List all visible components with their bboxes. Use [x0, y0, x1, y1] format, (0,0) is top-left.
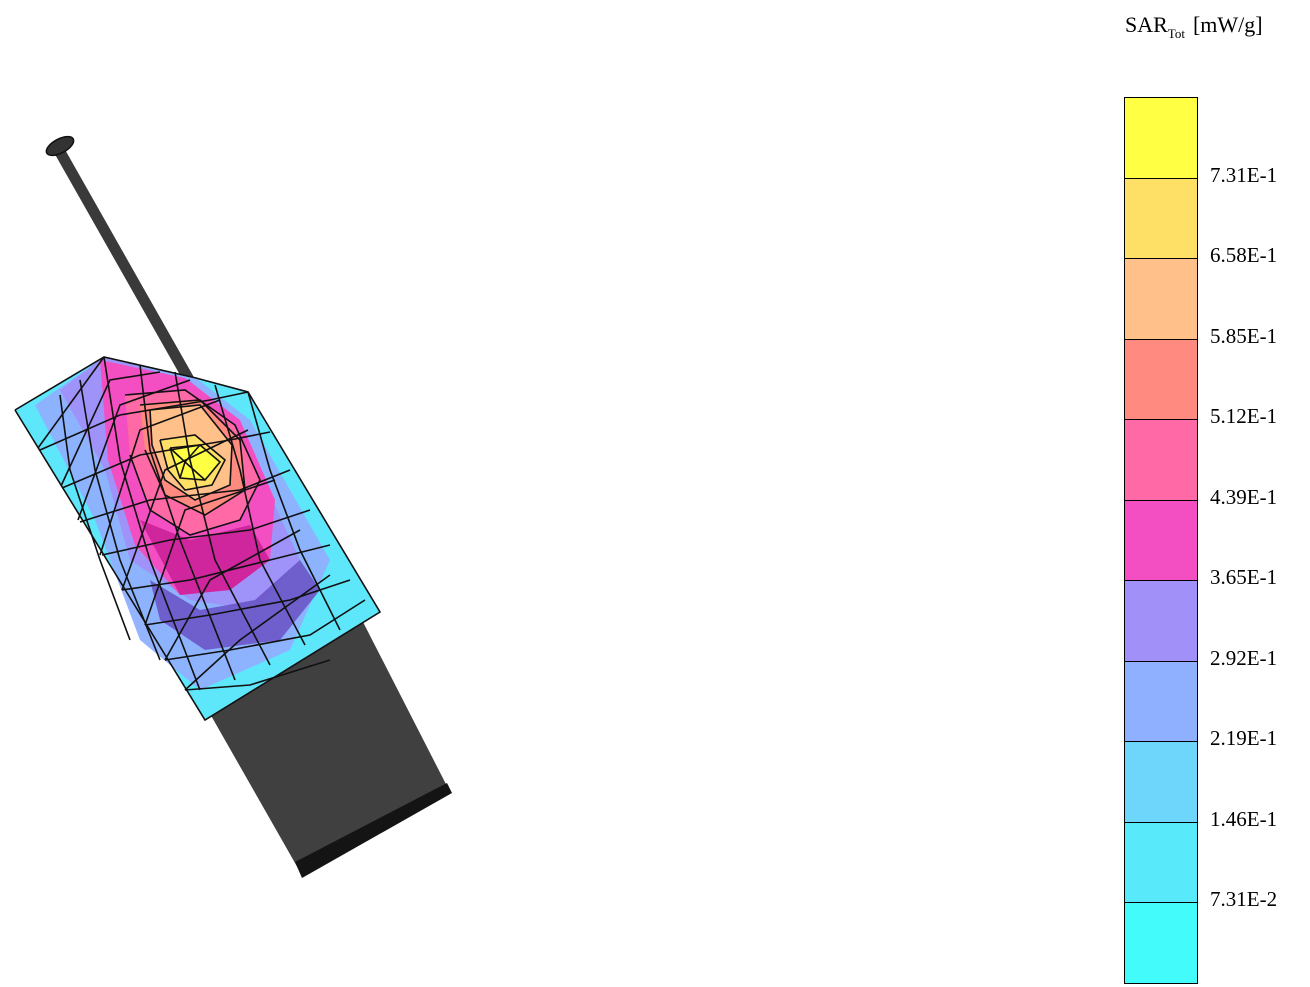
colorbar-band — [1124, 177, 1198, 259]
sar-surface-mesh — [14, 356, 382, 722]
colorbar-tick-label: 4.39E-1 — [1210, 484, 1278, 509]
colorbar-band — [1124, 97, 1198, 179]
antenna-rod — [54, 146, 202, 398]
colorbar-tick-label: 3.65E-1 — [1210, 565, 1278, 589]
colorbar-band — [1124, 741, 1198, 823]
colorbar-band — [1124, 258, 1198, 340]
colorbar-band — [1124, 499, 1198, 581]
colorbar-tick-label: 5.85E-1 — [1210, 323, 1278, 348]
colorbar-tick-label: 5.12E-1 — [1210, 404, 1278, 428]
colorbar-tick-label: 2.19E-1 — [1210, 726, 1278, 750]
colorbar-band — [1124, 338, 1198, 420]
legend-unit: [mW/g] — [1192, 12, 1263, 37]
colorbar-band — [1124, 660, 1198, 742]
colorbar-tick-label: 7.31E-1 — [1210, 162, 1278, 187]
mesh-grid-lines — [14, 356, 382, 722]
colorbar-tick-label: 1.46E-1 — [1210, 806, 1278, 831]
colorbar — [1124, 97, 1198, 987]
colorbar-band — [1124, 580, 1198, 662]
colorbar-band — [1124, 821, 1198, 903]
antenna-cap — [45, 135, 75, 157]
mesh-band-dark-violet — [150, 560, 320, 650]
phone-body-shape — [205, 622, 450, 877]
mesh-band-deep-magenta — [140, 520, 270, 595]
colorbar-band — [1124, 419, 1198, 501]
legend-subscript: Tot — [1167, 26, 1185, 41]
phone-body — [205, 622, 452, 878]
colorbar-band — [1124, 902, 1198, 984]
antenna — [45, 135, 202, 398]
colorbar-tick-label: 6.58E-1 — [1210, 243, 1278, 267]
sar-phone-model — [14, 135, 452, 878]
phone-body-bottom-edge — [295, 783, 452, 878]
colorbar-tick-label: 2.92E-1 — [1210, 645, 1278, 670]
colorbar-tick-label: 7.31E-2 — [1210, 887, 1278, 911]
legend-quantity: SAR — [1125, 12, 1168, 37]
legend-title: SARTot [mW/g] — [1125, 12, 1263, 42]
